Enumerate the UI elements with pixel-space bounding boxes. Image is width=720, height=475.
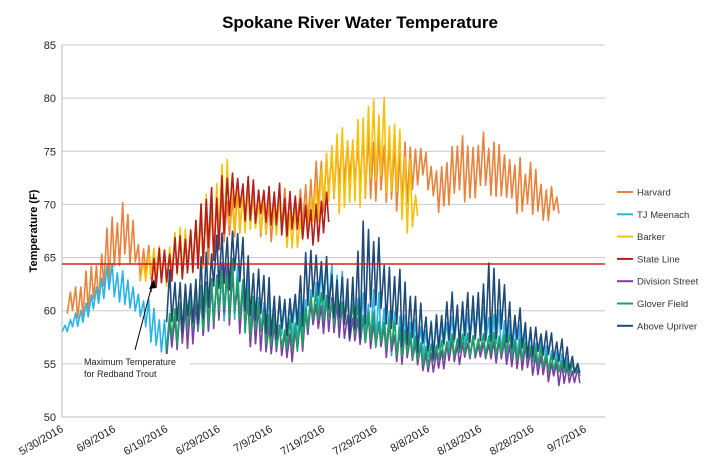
annotation-line1: Maximum Temperature (84, 357, 176, 367)
legend-label: TJ Meenach (637, 210, 689, 221)
annotation: Maximum Temperature for Redband Trout (82, 279, 190, 380)
series-lines (61, 96, 581, 387)
x-tick-label: 8/8/2016 (389, 423, 432, 455)
y-tick-label: 75 (44, 146, 56, 158)
annotation-arrowhead (149, 279, 156, 289)
x-tick-label: 6/19/2016 (122, 423, 170, 458)
legend-item: Glover Field (617, 299, 688, 310)
x-tick-label: 6/9/2016 (75, 423, 118, 455)
legend-label: State Line (637, 254, 680, 265)
y-tick-label: 80 (44, 93, 56, 105)
series-line-glover-field (165, 258, 581, 377)
legend-item: Barker (617, 232, 665, 243)
x-tick-label: 7/9/2016 (232, 423, 275, 455)
x-tick-label: 5/30/2016 (17, 423, 65, 458)
x-tick-label: 9/7/2016 (545, 423, 588, 455)
legend-item: Above Upriver (617, 321, 697, 332)
legend-label: Harvard (637, 188, 671, 199)
chart-title: Spokane River Water Temperature (222, 13, 498, 32)
y-tick-label: 65 (44, 253, 56, 265)
x-tick-label: 7/19/2016 (279, 423, 327, 458)
annotation-arrow-shaft (134, 284, 153, 351)
legend-item: Division Street (617, 277, 699, 288)
legend-item: Harvard (617, 188, 671, 199)
legend-label: Division Street (637, 277, 699, 288)
legend-label: Barker (637, 232, 665, 243)
y-axis-label: Temperature (F) (28, 189, 40, 272)
x-tick-label: 8/28/2016 (488, 423, 536, 458)
series-line-above-upriver (165, 220, 581, 374)
y-tick-label: 70 (44, 199, 56, 211)
y-tick-label: 55 (44, 359, 56, 371)
y-tick-label: 60 (44, 306, 56, 318)
legend-item: TJ Meenach (617, 210, 689, 221)
legend-item: State Line (617, 254, 680, 265)
annotation-line2: for Redband Trout (84, 369, 157, 379)
x-axis-ticks: 5/30/2016 6/9/2016 6/19/2016 6/29/2016 7/9/2… (17, 423, 588, 458)
x-tick-label: 8/18/2016 (436, 423, 484, 458)
x-tick-label: 7/29/2016 (331, 423, 379, 458)
annotation-background (82, 354, 190, 380)
y-axis-ticks: 50 55 60 65 70 75 80 85 (44, 40, 56, 424)
series-line-state-line (150, 172, 330, 293)
legend-label: Glover Field (637, 299, 688, 310)
x-tick-label: 6/29/2016 (174, 423, 222, 458)
y-tick-label: 85 (44, 40, 56, 52)
legend-label: Above Upriver (637, 321, 697, 332)
y-tick-label: 50 (44, 412, 56, 424)
legend: Harvard TJ Meenach Barker State Line Divisio… (617, 188, 699, 332)
